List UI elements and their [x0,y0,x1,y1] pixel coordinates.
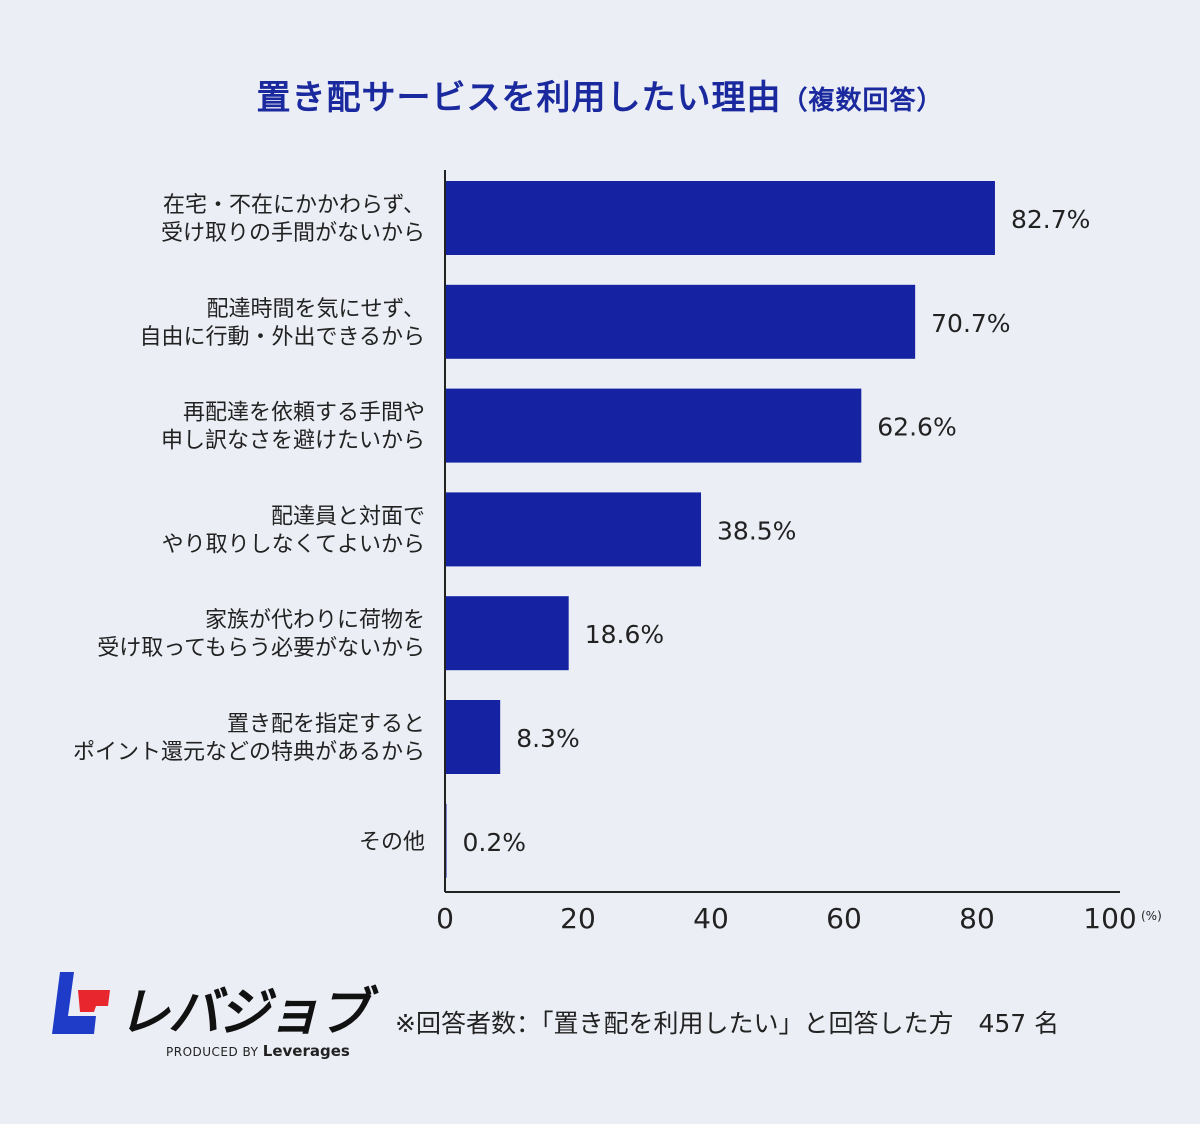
data-label-6: 8.3% [516,724,580,753]
category-label-1-line-2: 受け取りの手間がないから [161,221,425,246]
logo-text: レバジョブ [118,983,370,1043]
x-tick-label-100: 100 [1083,902,1136,935]
data-label-2: 70.7% [931,309,1010,338]
category-label-4-line-1: 配達員と対面で [271,504,425,529]
bar-1 [445,181,995,255]
category-label-6-line-1: 置き配を指定すると [227,712,425,737]
bar-4 [445,492,702,567]
logo-produced-by: PRODUCED BY Leverages [166,1042,350,1060]
levajob-logo-mark-icon [52,972,110,1034]
category-label-5-line-1: 家族が代わりに荷物を [205,608,425,633]
x-axis-unit: (%) [1141,909,1162,923]
bar-3 [445,388,862,463]
bar-5 [445,596,569,671]
category-label-6-line-2: ポイント還元などの特典があるから [73,740,425,765]
bar-2 [445,284,916,359]
chart-title: 置き配サービスを利用したい理由（複数回答） [0,70,1200,119]
data-label-5: 18.6% [585,620,664,649]
x-tick-label-0: 0 [436,902,454,935]
data-label-1: 82.7% [1011,205,1090,234]
chart-title-sub: （複数回答） [781,86,944,116]
bar-chart: 82.7% 在宅・不在にかかわらず、受け取りの手間がないから 70.7% 配達時間を気… [73,170,1162,935]
levajob-logo: レバジョブ PRODUCED BY Leverages [52,970,370,1065]
category-label-1-line-1: 在宅・不在にかかわらず、 [163,193,425,218]
x-tick-label-80: 80 [959,902,995,935]
data-label-7: 0.2% [463,828,527,857]
chart-title-main: 置き配サービスを利用したい理由 [256,78,782,118]
category-label-3-line-1: 再配達を依頼する手間や [183,401,425,426]
x-tick-label-60: 60 [826,902,862,935]
data-label-4: 38.5% [717,516,796,545]
produced-by-label: PRODUCED BY [166,1045,259,1059]
category-label-2-line-1: 配達時間を気にせず、 [207,297,425,322]
brand-name: Leverages [262,1042,350,1060]
bar-6 [445,700,501,774]
respondent-note: ※回答者数：「置き配を利用したい」と回答した方 457 名 [395,1009,1060,1038]
x-tick-label-40: 40 [693,902,729,935]
category-label-3-line-2: 申し訳なさを避けたいから [161,429,425,454]
data-label-3: 62.6% [877,413,956,442]
x-tick-label-20: 20 [560,902,596,935]
category-label-4-line-2: やり取りしなくてよいから [162,532,425,557]
category-label-5-line-2: 受け取ってもらう必要がないから [97,636,425,661]
category-label-7-line-1: その他 [359,830,425,855]
category-label-2-line-2: 自由に行動・外出できるから [139,325,425,350]
